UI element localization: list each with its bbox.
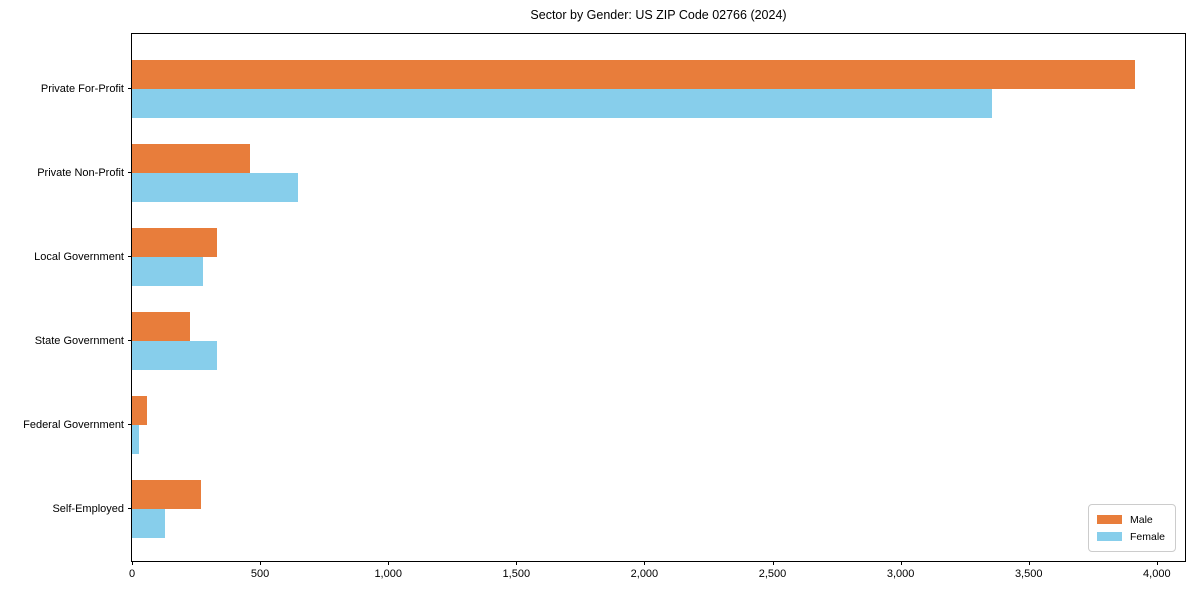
x-tick-label-3-000: 3,000 xyxy=(886,568,915,580)
bar-group xyxy=(132,144,1185,202)
bars-layer: Private For-Profit Private Non-Profit Loca… xyxy=(23,34,1185,561)
chart-title: Sector by Gender: US ZIP Code 02766 (202… xyxy=(530,8,787,22)
y-tick-mark xyxy=(128,340,132,341)
bar-group xyxy=(132,228,1185,286)
x-tick-label-2-500: 2,500 xyxy=(758,568,787,580)
bar-male-local-government xyxy=(132,228,218,257)
x-tick-label-500: 500 xyxy=(250,568,270,580)
y-tick-mark xyxy=(128,88,132,89)
bar-row-private-non-profit: Private Non-Profit xyxy=(37,131,1185,215)
bar-row-state-government: State Government xyxy=(35,299,1185,383)
y-tick-mark xyxy=(128,508,132,509)
x-tick-mark xyxy=(1028,561,1030,565)
legend-entry-male: Male xyxy=(1096,511,1165,528)
x-tick-label-3-500: 3,500 xyxy=(1014,568,1043,580)
x-tick-mark xyxy=(772,561,774,565)
x-tick-mark xyxy=(132,561,133,565)
plot-area: Private For-Profit Private Non-Profit Loca… xyxy=(23,33,1186,580)
bar-male-private-for-profit xyxy=(132,60,1136,89)
x-tick-label-0: 0 xyxy=(128,568,136,580)
bar-group xyxy=(132,396,1185,454)
x-tick-mark xyxy=(260,561,262,565)
bar-row-federal-government: Federal Government xyxy=(23,383,1185,467)
x-tick-mark xyxy=(644,561,646,565)
legend-label-female: Female xyxy=(1129,530,1165,543)
x-tick-mark xyxy=(1156,561,1158,565)
bar-female-state-government xyxy=(132,341,218,370)
bar-female-self-employed xyxy=(132,509,165,538)
x-tick-mark xyxy=(516,561,518,565)
bar-female-private-non-profit xyxy=(132,173,299,202)
bar-female-local-government xyxy=(132,257,203,286)
bar-group xyxy=(132,480,1185,538)
y-tick-mark xyxy=(128,172,132,173)
legend: Male Female xyxy=(1087,504,1176,552)
legend-swatch-male xyxy=(1096,515,1122,524)
bar-male-state-government xyxy=(132,312,191,341)
legend-entry-female: Female xyxy=(1096,528,1165,545)
bar-male-self-employed xyxy=(132,480,201,509)
bar-group xyxy=(132,312,1185,370)
x-tick-mark xyxy=(388,561,390,565)
x-tick-label-2-000: 2,000 xyxy=(630,568,659,580)
x-tick-label-4-000: 4,000 xyxy=(1143,568,1171,580)
x-tick-mark xyxy=(900,561,902,565)
bar-row-local-government: Local Government xyxy=(34,215,1185,299)
bar-male-private-non-profit xyxy=(132,144,251,173)
bar-female-federal-government xyxy=(132,425,140,454)
x-tick-label-1-500: 1,500 xyxy=(502,568,531,580)
legend-swatch-female xyxy=(1096,532,1122,541)
bar-group xyxy=(132,60,1185,118)
x-tick-label-1-000: 1,000 xyxy=(374,568,402,580)
y-tick-label-local-government: Local Government xyxy=(34,251,124,263)
y-tick-label-private-non-profit: Private Non-Profit xyxy=(37,167,124,179)
legend-label-male: Male xyxy=(1129,513,1153,526)
y-tick-label-self-employed: Self-Employed xyxy=(52,503,124,515)
bar-row-self-employed: Self-Employed xyxy=(52,467,1185,551)
bar-row-private-for-profit: Private For-Profit xyxy=(41,47,1185,131)
y-tick-mark xyxy=(128,256,132,257)
y-tick-mark xyxy=(128,424,132,425)
y-tick-label-federal-government: Federal Government xyxy=(23,419,124,431)
y-tick-label-private-for-profit: Private For-Profit xyxy=(40,83,124,95)
bar-female-private-for-profit xyxy=(132,89,992,118)
y-tick-label-state-government: State Government xyxy=(34,335,124,347)
bar-male-federal-government xyxy=(132,396,147,425)
